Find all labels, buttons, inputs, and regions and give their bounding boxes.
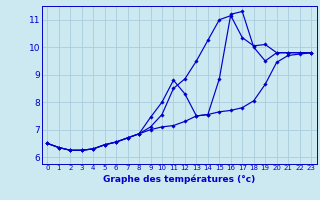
X-axis label: Graphe des températures (°c): Graphe des températures (°c) — [103, 174, 255, 184]
